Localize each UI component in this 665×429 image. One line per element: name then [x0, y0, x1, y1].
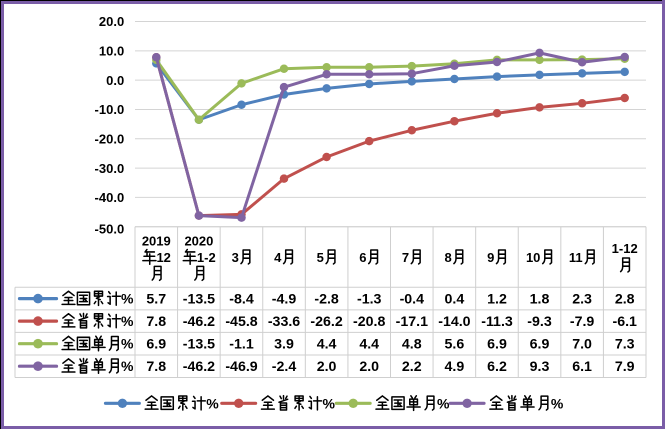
svg-text:-11.3: -11.3 [481, 314, 513, 330]
svg-text:10: 10 [526, 250, 540, 265]
svg-text:6: 6 [359, 250, 366, 265]
svg-text:0.0: 0.0 [106, 73, 124, 88]
svg-text:4.4: 4.4 [359, 337, 379, 353]
svg-text:7.8: 7.8 [146, 314, 166, 330]
svg-text:2019: 2019 [142, 233, 171, 248]
svg-text:7.3: 7.3 [615, 337, 635, 353]
svg-text:4.9: 4.9 [445, 359, 465, 375]
svg-text:2.8: 2.8 [615, 292, 635, 308]
svg-text:1-2: 1-2 [197, 250, 216, 265]
svg-text:5.7: 5.7 [146, 292, 166, 308]
svg-text:2020: 2020 [184, 233, 213, 248]
svg-text:%: % [121, 291, 134, 307]
svg-text:-46.2: -46.2 [183, 359, 215, 375]
svg-text:-10.0: -10.0 [95, 102, 125, 117]
svg-text:-20.0: -20.0 [95, 131, 125, 146]
svg-text:-6.1: -6.1 [612, 314, 637, 330]
svg-text:%: % [551, 395, 564, 411]
svg-text:-50.0: -50.0 [95, 221, 125, 236]
svg-text:-2.8: -2.8 [314, 292, 339, 308]
svg-text:9.3: 9.3 [530, 359, 550, 375]
svg-text:6.9: 6.9 [146, 337, 166, 353]
svg-text:1-12: 1-12 [612, 241, 638, 256]
svg-text:-33.6: -33.6 [268, 314, 300, 330]
svg-text:%: % [121, 313, 134, 329]
svg-text:7.0: 7.0 [572, 337, 592, 353]
svg-text:11: 11 [569, 250, 583, 265]
svg-text:1.8: 1.8 [530, 292, 550, 308]
svg-text:3.9: 3.9 [274, 337, 294, 353]
svg-text:%: % [121, 336, 134, 352]
svg-text:4.4: 4.4 [317, 337, 337, 353]
svg-text:6.9: 6.9 [530, 337, 550, 353]
svg-text:5: 5 [317, 250, 324, 265]
svg-text:-4.9: -4.9 [272, 292, 297, 308]
svg-text:2.2: 2.2 [402, 359, 422, 375]
svg-text:-30.0: -30.0 [95, 161, 125, 176]
svg-text:2.3: 2.3 [572, 292, 592, 308]
svg-text:6.2: 6.2 [487, 359, 507, 375]
svg-text:-17.1: -17.1 [396, 314, 428, 330]
svg-text:%: % [121, 358, 134, 374]
svg-text:%: % [323, 395, 336, 411]
svg-text:-13.5: -13.5 [183, 292, 215, 308]
svg-text:%: % [437, 395, 450, 411]
svg-text:12: 12 [156, 250, 170, 265]
svg-text:-1.3: -1.3 [357, 292, 382, 308]
svg-text:10.0: 10.0 [99, 44, 124, 59]
svg-text:2.0: 2.0 [359, 359, 379, 375]
svg-text:3: 3 [232, 250, 239, 265]
svg-text:0.4: 0.4 [445, 292, 465, 308]
svg-text:1.2: 1.2 [487, 292, 507, 308]
svg-text:-46.9: -46.9 [225, 359, 257, 375]
svg-text:4: 4 [274, 250, 282, 265]
svg-text:-2.4: -2.4 [272, 359, 297, 375]
svg-text:-0.4: -0.4 [400, 292, 425, 308]
svg-text:6.1: 6.1 [572, 359, 592, 375]
svg-text:7: 7 [402, 250, 409, 265]
svg-text:7.8: 7.8 [146, 359, 166, 375]
svg-text:-13.5: -13.5 [183, 337, 215, 353]
svg-text:-14.0: -14.0 [438, 314, 470, 330]
svg-text:5.6: 5.6 [445, 337, 465, 353]
svg-text:-20.8: -20.8 [353, 314, 385, 330]
svg-text:%: % [206, 395, 219, 411]
svg-text:4.8: 4.8 [402, 337, 422, 353]
svg-text:9: 9 [487, 250, 494, 265]
svg-text:-1.1: -1.1 [229, 337, 254, 353]
svg-text:2.0: 2.0 [317, 359, 337, 375]
svg-text:-9.3: -9.3 [527, 314, 552, 330]
svg-text:7.9: 7.9 [615, 359, 635, 375]
svg-text:20.0: 20.0 [99, 14, 124, 29]
svg-text:8: 8 [444, 250, 451, 265]
svg-text:-46.2: -46.2 [183, 314, 215, 330]
svg-text:6.9: 6.9 [487, 337, 507, 353]
svg-text:-7.9: -7.9 [570, 314, 595, 330]
svg-text:-45.8: -45.8 [225, 314, 257, 330]
svg-text:-8.4: -8.4 [229, 292, 254, 308]
svg-text:-40.0: -40.0 [95, 190, 125, 205]
svg-text:-26.2: -26.2 [310, 314, 342, 330]
